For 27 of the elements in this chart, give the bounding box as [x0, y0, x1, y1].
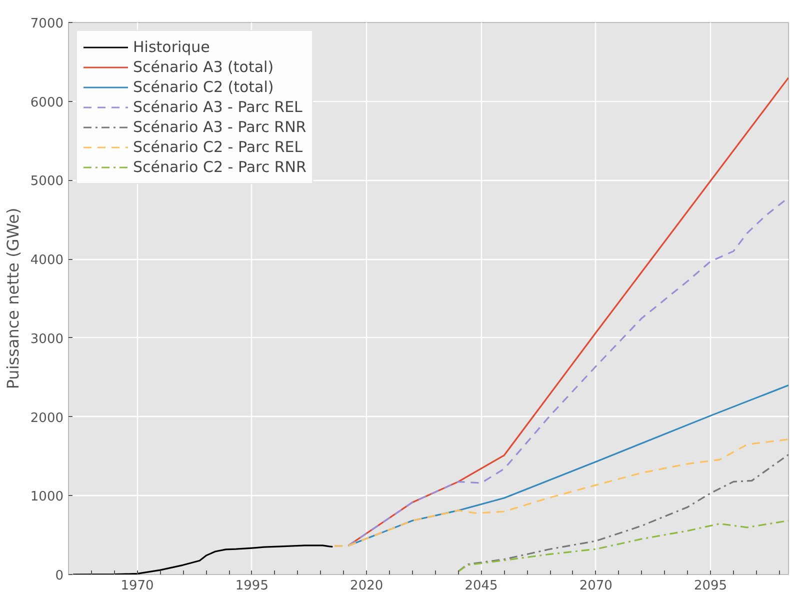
- y-tick-label: 7000: [30, 16, 64, 32]
- legend-label: Scénario A3 - Parc REL: [133, 97, 302, 117]
- x-tick-label: 1995: [235, 578, 268, 592]
- legend-label: Scénario C2 (total): [133, 77, 274, 97]
- y-tick-label: 0: [55, 568, 64, 584]
- y-axis-title: Puissance nette (GWe): [3, 208, 22, 390]
- x-tick-label: 1970: [120, 578, 154, 592]
- legend-label: Scénario A3 (total): [133, 57, 274, 77]
- y-tick-label: 6000: [30, 95, 64, 110]
- y-tick-label: 2000: [30, 410, 64, 426]
- y-tick-label: 3000: [30, 332, 64, 347]
- legend-label: Scénario C2 - Parc REL: [133, 137, 303, 157]
- legend-label: Scénario C2 - Parc RNR: [133, 157, 306, 177]
- y-tick-label: 5000: [30, 174, 64, 190]
- line-series: [458, 454, 788, 572]
- line-series: [458, 520, 788, 572]
- line-series: [334, 438, 788, 547]
- legend-label: Scénario A3 - Parc RNR: [133, 117, 306, 137]
- legend-label: Historique: [133, 37, 210, 57]
- y-tick-label: 4000: [30, 253, 64, 268]
- x-tick-label: 2070: [579, 578, 612, 592]
- x-tick-label: 2020: [350, 578, 384, 592]
- line-series: [347, 384, 788, 547]
- y-tick-label: 1000: [30, 490, 64, 505]
- x-tick-label: 2045: [464, 578, 498, 592]
- line-series: [72, 544, 334, 574]
- x-tick-label: 2095: [694, 578, 728, 592]
